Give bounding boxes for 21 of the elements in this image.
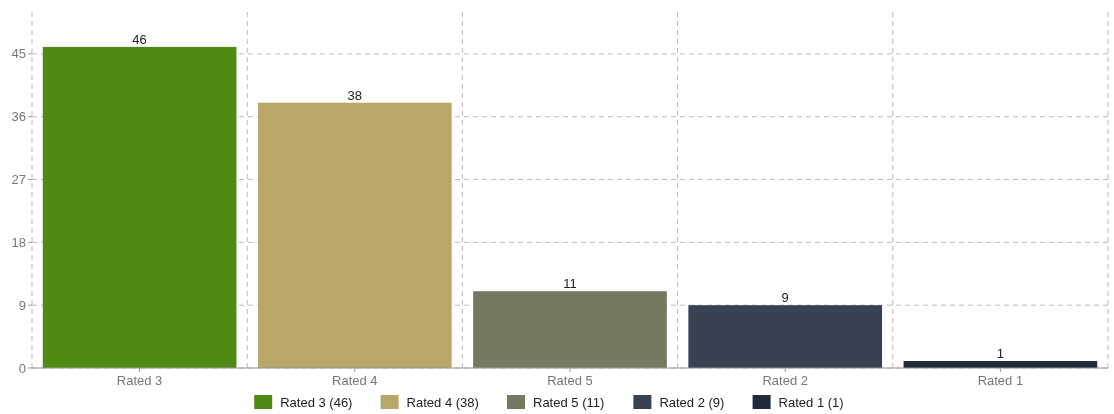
legend-label: Rated 5 (11) [533, 394, 605, 410]
legend-label: Rated 2 (9) [659, 394, 725, 410]
data-label: 1 [996, 346, 1005, 362]
y-tick-label: 36 [11, 109, 26, 125]
data-label: 38 [347, 87, 363, 103]
y-tick-label: 27 [11, 172, 26, 188]
x-tick-label: Rated 1 [977, 373, 1024, 388]
x-tick-label: Rated 3 [116, 373, 163, 388]
x-tick-label: Rated 2 [762, 373, 808, 388]
legend-label: Rated 4 (38) [406, 394, 479, 410]
x-tick-label: Rated 4 [332, 373, 378, 388]
y-tick-label: 45 [11, 46, 26, 62]
x-tick-label: Rated 5 [547, 373, 593, 388]
legend-label: Rated 1 (1) [778, 394, 844, 410]
y-tick-label: 9 [18, 297, 26, 313]
y-tick-label: 0 [18, 360, 26, 376]
y-tick-label: 18 [11, 234, 26, 250]
data-label: 46 [132, 31, 147, 47]
legend-label: Rated 3 (46) [280, 394, 353, 410]
data-label: 11 [563, 276, 577, 292]
data-label: 9 [781, 290, 789, 306]
